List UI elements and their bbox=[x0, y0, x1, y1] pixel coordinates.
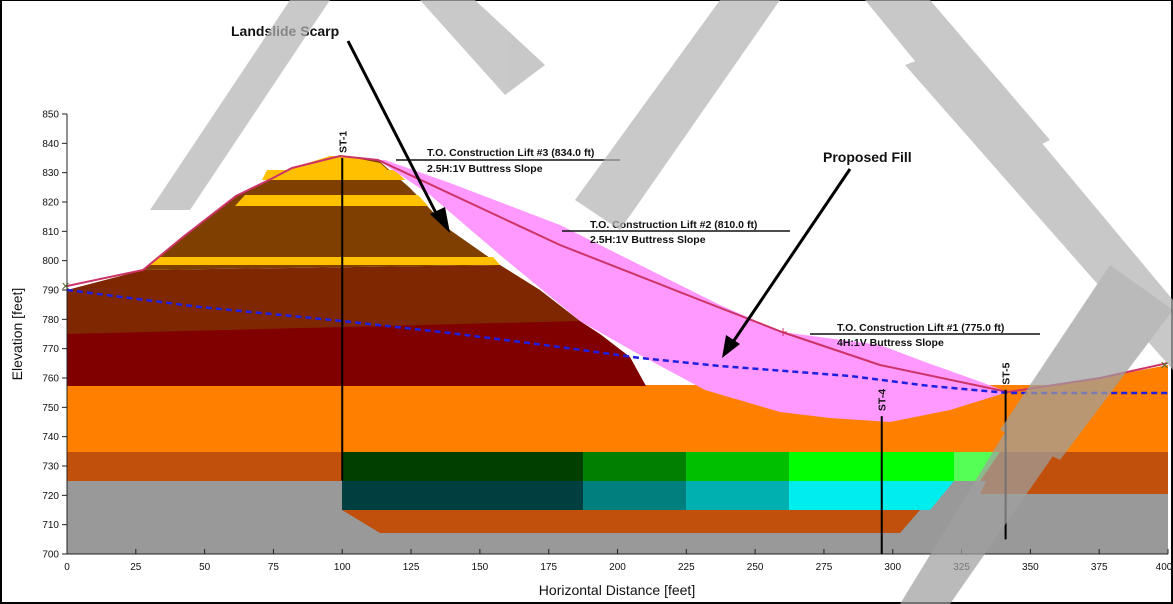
y-tick-label: 850 bbox=[42, 110, 59, 121]
yellow-top-cap bbox=[290, 156, 388, 170]
x-tick-label: 400 bbox=[1156, 562, 1173, 573]
boring-label-st-1: ST-1 bbox=[337, 131, 349, 153]
boring-label-st-5: ST-5 bbox=[1001, 362, 1013, 384]
lift-3-slope: 2.5H:1V Buttress Slope bbox=[427, 163, 543, 175]
x-tick-label: 275 bbox=[816, 562, 833, 573]
x-axis-label: Horizontal Distance [feet] bbox=[539, 582, 695, 598]
lift-1-annotation: T.O. Construction Lift #1 (775.0 ft) 4H:… bbox=[810, 322, 1040, 349]
x-tick-label: 375 bbox=[1091, 562, 1108, 573]
lift-marker: + bbox=[778, 325, 788, 339]
ground-surface-line bbox=[67, 154, 1168, 394]
yellow-band-830 bbox=[262, 170, 405, 180]
lift-2-slope: 2.5H:1V Buttress Slope bbox=[590, 234, 706, 246]
y-tick-label: 790 bbox=[42, 286, 59, 297]
y-tick-label: 740 bbox=[42, 432, 59, 443]
water-table-line bbox=[67, 288, 1168, 395]
y-tick-label: 840 bbox=[42, 139, 59, 150]
block-dark-green bbox=[342, 452, 583, 481]
block-teal bbox=[583, 481, 686, 510]
yellow-band-820 bbox=[235, 195, 428, 206]
x-tick-label: 75 bbox=[268, 562, 280, 573]
lift-1-slope: 4H:1V Buttress Slope bbox=[837, 337, 944, 349]
x-tick-label: 25 bbox=[130, 562, 142, 573]
y-axis-label: Elevation [feet] bbox=[9, 288, 25, 381]
hill-red-brown-layer bbox=[67, 265, 580, 334]
x-tick-label: 125 bbox=[403, 562, 420, 573]
y-tick-label: 710 bbox=[42, 520, 59, 531]
x-tick-label: 0 bbox=[64, 562, 70, 573]
proposed-fill-region bbox=[378, 160, 1008, 422]
block-mid-green bbox=[686, 452, 789, 481]
watermark-stroke-3 bbox=[575, 0, 780, 230]
x-tick-label: 250 bbox=[747, 562, 764, 573]
draft-watermark bbox=[150, 0, 1173, 604]
y-tick-label: 770 bbox=[42, 344, 59, 355]
lift-3-annotation: T.O. Construction Lift #3 (834.0 ft) 2.5… bbox=[396, 147, 620, 175]
x-tick-label: 100 bbox=[334, 562, 351, 573]
y-tick-label: 730 bbox=[42, 462, 59, 473]
rust-underlayer bbox=[342, 510, 920, 533]
y-tick-label: 810 bbox=[42, 227, 59, 238]
block-green bbox=[583, 452, 686, 481]
lift-2-annotation: T.O. Construction Lift #2 (810.0 ft) 2.5… bbox=[562, 219, 790, 246]
hill-brown-layer bbox=[143, 156, 500, 270]
y-tick-label: 720 bbox=[42, 491, 59, 502]
right-edge-marker: ✕ bbox=[1160, 359, 1169, 372]
y-tick-label: 780 bbox=[42, 315, 59, 326]
x-tick-label: 150 bbox=[472, 562, 489, 573]
block-dark-teal bbox=[342, 481, 583, 510]
block-mid-teal bbox=[686, 481, 789, 510]
scarp-arrow-shaft bbox=[346, 40, 439, 216]
watermark-stroke-1 bbox=[150, 0, 330, 210]
lift-2-title: T.O. Construction Lift #2 (810.0 ft) bbox=[590, 219, 757, 231]
x-tick-label: 350 bbox=[1022, 562, 1039, 573]
boring-label-st-4: ST-4 bbox=[877, 389, 889, 411]
hill-dark-red-layer bbox=[67, 290, 646, 386]
watermark-stroke-7 bbox=[900, 375, 1085, 604]
lift-3-title: T.O. Construction Lift #3 (834.0 ft) bbox=[427, 147, 594, 159]
proposed-fill-callout: Proposed Fill bbox=[823, 149, 912, 165]
y-tick-label: 800 bbox=[42, 256, 59, 267]
y-tick-label: 820 bbox=[42, 198, 59, 209]
y-tick-label: 830 bbox=[42, 168, 59, 179]
left-edge-marker: ✕ bbox=[61, 280, 70, 293]
watermark-stroke-2 bbox=[420, 0, 545, 95]
x-tick-label: 225 bbox=[678, 562, 695, 573]
y-axis-ticks: 700 710 720 730 740 750 760 770 780 790 800 810 820 8… bbox=[42, 110, 67, 561]
y-tick-label: 750 bbox=[42, 403, 59, 414]
fill-arrow-shaft bbox=[731, 168, 852, 343]
block-cyan bbox=[789, 481, 954, 510]
yellow-band-800 bbox=[150, 257, 500, 265]
fill-arrow-head bbox=[722, 335, 740, 358]
block-light-green bbox=[789, 452, 954, 481]
x-tick-label: 175 bbox=[540, 562, 557, 573]
y-tick-label: 760 bbox=[42, 374, 59, 385]
lift-1-title: T.O. Construction Lift #1 (775.0 ft) bbox=[837, 322, 1004, 334]
x-tick-label: 50 bbox=[199, 562, 211, 573]
x-tick-label: 300 bbox=[884, 562, 901, 573]
x-tick-label: 200 bbox=[609, 562, 626, 573]
y-tick-label: 700 bbox=[42, 550, 59, 561]
scarp-arrow-head bbox=[430, 207, 450, 233]
